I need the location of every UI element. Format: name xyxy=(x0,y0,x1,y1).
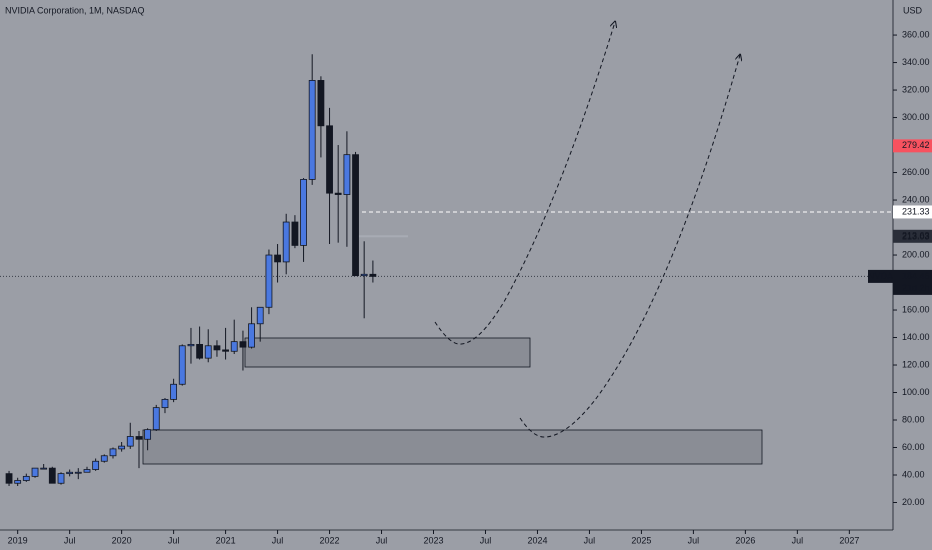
price-label-box xyxy=(893,139,932,153)
projection-path[interactable] xyxy=(519,55,740,438)
candle-body xyxy=(178,345,186,385)
x-tick-label: Jul xyxy=(688,535,700,545)
price-label: 279.42 xyxy=(902,140,930,150)
countdown-label: 21d 2h xyxy=(902,283,930,293)
y-tick-label: 60.00 xyxy=(902,442,925,452)
y-tick-label: 320.00 xyxy=(902,84,930,94)
candle-body xyxy=(196,343,203,359)
candle-body xyxy=(334,192,342,195)
candle-body xyxy=(161,398,169,409)
candle-body xyxy=(14,480,22,484)
x-tick-label: 2022 xyxy=(320,535,340,545)
x-tick-label: 2027 xyxy=(839,535,859,545)
candle-body xyxy=(187,343,195,347)
candle-body xyxy=(109,448,117,457)
x-tick-label: Jul xyxy=(792,535,804,545)
candle-body xyxy=(230,341,238,352)
x-tick-label: Jul xyxy=(64,535,76,545)
candle-body xyxy=(274,254,281,263)
candle-body xyxy=(265,254,273,308)
candle-body xyxy=(204,345,212,359)
y-tick-label: 260.00 xyxy=(902,167,930,177)
candle-body xyxy=(66,471,74,475)
y-tick-label: 40.00 xyxy=(902,469,925,479)
symbol-label: NVDA xyxy=(868,271,893,281)
candle-body xyxy=(360,273,368,277)
candle-body xyxy=(57,473,65,484)
candle-body xyxy=(317,80,325,127)
candle-body xyxy=(369,273,377,277)
x-tick-label: Jul xyxy=(272,535,284,545)
candle-body xyxy=(170,383,178,400)
y-tick-label: 80.00 xyxy=(902,414,925,424)
candle-body xyxy=(213,345,221,351)
candle-body xyxy=(256,306,264,325)
x-tick-label: 2020 xyxy=(112,535,132,545)
demand-zone[interactable] xyxy=(142,429,763,465)
x-tick-label: 2025 xyxy=(631,535,651,545)
currency-label: USD xyxy=(903,5,923,15)
candle-body xyxy=(83,469,91,473)
x-tick-label: Jul xyxy=(584,535,596,545)
x-tick-label: Jul xyxy=(376,535,388,545)
x-tick-label: 2019 xyxy=(8,535,28,545)
x-tick-label: 2024 xyxy=(527,535,547,545)
candle-body xyxy=(48,467,56,484)
last-price-label: 184.46 xyxy=(902,271,930,281)
candle-body xyxy=(326,125,333,194)
price-label-box xyxy=(893,229,932,243)
candle-body xyxy=(222,349,229,352)
candle-body xyxy=(308,80,316,180)
y-tick-label: 140.00 xyxy=(902,332,930,342)
y-tick-label: 240.00 xyxy=(902,194,930,204)
candle-body xyxy=(92,460,100,470)
symbol-box xyxy=(868,269,893,283)
y-tick-label: 100.00 xyxy=(902,387,930,397)
x-tick-label: Jul xyxy=(168,535,180,545)
x-tick-label: 2026 xyxy=(735,535,755,545)
candle-body xyxy=(248,323,255,348)
candles xyxy=(5,54,377,487)
candle-body xyxy=(74,471,82,474)
price-label: 213.03 xyxy=(902,231,930,241)
y-tick-label: 160.00 xyxy=(902,304,930,314)
price-label-box xyxy=(893,205,932,219)
projection-path[interactable] xyxy=(434,22,615,345)
axes: 20.00 40.00 60.00 80.00 100.00 120.00 140.00 16… xyxy=(8,29,932,545)
x-tick-label: 2023 xyxy=(423,535,443,545)
candle-body xyxy=(126,436,134,447)
y-tick-label: 300.00 xyxy=(902,112,930,122)
x-tick-label: 2021 xyxy=(216,535,236,545)
candle-body xyxy=(239,341,247,348)
last-price-box xyxy=(893,269,932,295)
y-tick-label: 360.00 xyxy=(902,29,930,39)
candle-body xyxy=(352,154,359,277)
y-tick-label: 340.00 xyxy=(902,57,930,67)
candle-body xyxy=(300,179,307,246)
candle-body xyxy=(144,429,152,440)
price-label: 231.33 xyxy=(902,206,930,216)
demand-zone[interactable] xyxy=(244,337,531,368)
candle-body xyxy=(40,467,48,470)
candle-body xyxy=(31,467,39,477)
plot-background xyxy=(0,211,893,277)
candle-body xyxy=(343,154,351,195)
x-tick-label: Jul xyxy=(480,535,492,545)
candle-body xyxy=(5,473,13,484)
y-tick-label: 20.00 xyxy=(902,497,925,507)
candle-body xyxy=(282,221,290,263)
candle-body xyxy=(118,445,126,450)
candle-body xyxy=(22,475,30,481)
chart-title: NVIDIA Corporation, 1M, NASDAQ xyxy=(5,5,145,15)
candle-body xyxy=(291,221,299,246)
y-tick-label: 200.00 xyxy=(902,249,930,259)
y-tick-label: 120.00 xyxy=(902,359,930,369)
candle-body xyxy=(135,436,143,440)
candle-body xyxy=(152,407,160,431)
price-label: 213.63 xyxy=(902,231,930,241)
candle-body xyxy=(100,455,108,462)
